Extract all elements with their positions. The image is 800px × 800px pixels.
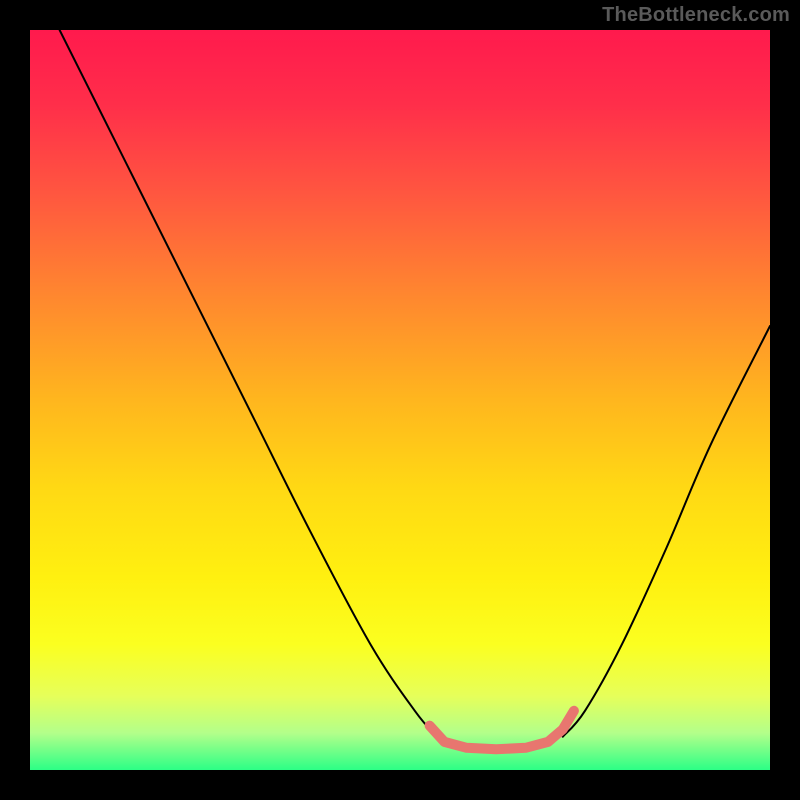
chart-container: TheBottleneck.com	[0, 0, 800, 800]
chart-background	[30, 30, 770, 770]
watermark-text: TheBottleneck.com	[602, 4, 790, 27]
bottleneck-curve-chart	[30, 30, 770, 770]
plot-area	[30, 30, 770, 770]
